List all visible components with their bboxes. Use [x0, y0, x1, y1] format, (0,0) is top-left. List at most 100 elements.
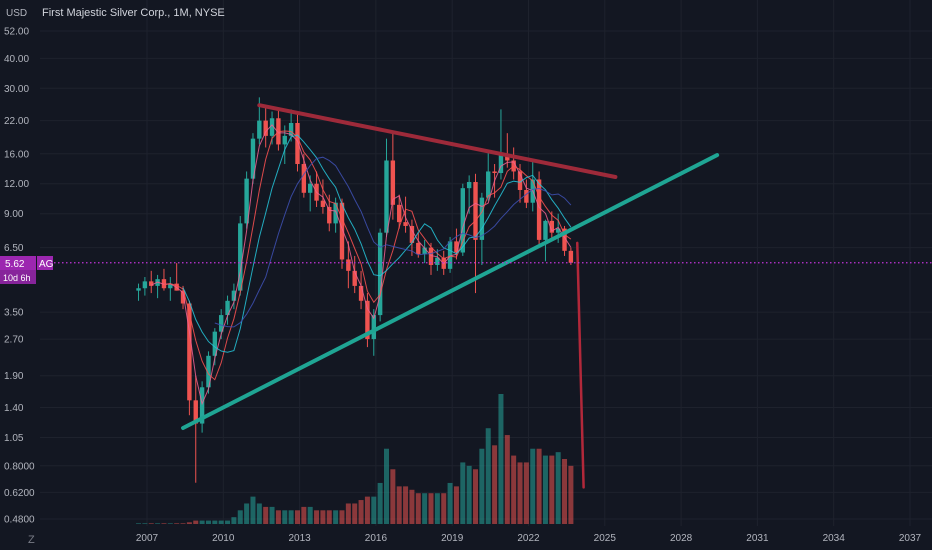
volume-bar [511, 455, 517, 524]
volume-bar [136, 523, 142, 524]
chart-title: First Majestic Silver Corp., 1M, NYSE [42, 7, 225, 19]
candle-body [562, 228, 567, 251]
volume-bar [167, 523, 173, 524]
volume-bar [180, 523, 186, 524]
moving-averages [150, 124, 572, 406]
volume-bar [282, 510, 288, 524]
volume-bar [301, 506, 307, 524]
candle-body [543, 220, 548, 240]
currency-label: USD [6, 8, 27, 19]
volume-bar [244, 503, 250, 524]
volume-bar [142, 523, 148, 524]
candle-body [218, 315, 224, 332]
volume-bar [161, 523, 167, 524]
volume-bar [256, 503, 262, 524]
ticker-badge: AG [37, 256, 54, 270]
projected-drop-trendline [575, 241, 585, 489]
candle-body [479, 197, 485, 240]
y-tick-label: 16.00 [4, 149, 29, 160]
volume-bar [434, 493, 440, 524]
volume-bar [453, 486, 459, 524]
moving-average-line [150, 124, 572, 406]
y-tick-label: 2.70 [4, 335, 24, 346]
y-tick-label: 3.50 [4, 308, 24, 319]
volume-bar [352, 503, 358, 524]
candle-body [244, 178, 249, 224]
volume-bar [498, 394, 504, 524]
candle-body [486, 171, 491, 198]
candle-body [206, 355, 211, 388]
candle-body [187, 303, 192, 401]
volume-bar [364, 496, 370, 524]
y-tick-label: 9.00 [4, 209, 24, 220]
y-tick-label: 6.50 [4, 243, 24, 254]
candle-body [555, 228, 561, 233]
candle-body [409, 225, 415, 243]
candlesticks[interactable] [136, 97, 574, 483]
candle-body [295, 122, 300, 165]
x-tick-label: 2034 [823, 533, 846, 544]
volume-bar [269, 506, 275, 524]
candle-body [492, 171, 497, 174]
candle-body [416, 242, 421, 255]
volume-bars [136, 394, 574, 524]
y-tick-label: 0.8000 [4, 461, 35, 472]
volume-bar [396, 486, 402, 524]
candle-body [339, 202, 345, 260]
volume-bar [218, 520, 224, 524]
candle-body [371, 315, 376, 340]
candle-body [358, 285, 364, 301]
x-tick-label: 2010 [212, 533, 235, 544]
volume-bar [225, 520, 231, 524]
candle-body [397, 204, 402, 223]
volume-bar [326, 510, 332, 524]
tradingview-logo-icon: Z [28, 534, 35, 546]
moving-average-line [163, 130, 572, 381]
candle-body [384, 160, 389, 233]
volume-bar [333, 510, 339, 524]
volume-bar [174, 523, 180, 524]
volume-bar [441, 493, 447, 524]
candle-body [454, 241, 459, 253]
candle-body [365, 300, 370, 340]
y-tick-label: 0.4800 [4, 515, 35, 526]
candle-body [212, 331, 218, 356]
x-tick-label: 2013 [288, 533, 311, 544]
candle-body [435, 257, 440, 265]
y-tick-label: 30.00 [4, 84, 29, 95]
trendlines[interactable] [181, 103, 720, 489]
resistance-trendline [257, 103, 618, 180]
volume-bar [199, 520, 205, 524]
candle-body [288, 122, 294, 136]
candle-body [263, 120, 268, 136]
x-tick-label: 2019 [441, 533, 464, 544]
volume-bar [377, 482, 383, 524]
candle-body [428, 247, 434, 265]
candle-body [447, 241, 453, 269]
y-axis[interactable]: 52.00 40.00 30.00 22.00 16.00 12.00 9.00 6.50 3.… [4, 27, 35, 526]
candle-body [517, 171, 523, 190]
volume-bar [186, 522, 192, 524]
x-tick-label: 2037 [899, 533, 922, 544]
candle-body [346, 259, 351, 271]
volume-bar [466, 465, 472, 524]
volume-bar [275, 510, 281, 524]
volume-bar [358, 500, 364, 524]
candle-body [282, 135, 287, 145]
candle-body [307, 183, 313, 193]
volume-bar [415, 493, 421, 524]
x-axis[interactable]: 2007 2010 2013 2016 2019 2022 2025 2028 2031 2034… [136, 533, 922, 544]
volume-bar [403, 486, 409, 524]
volume-bar [294, 510, 300, 524]
y-tick-label: 52.00 [4, 27, 29, 38]
candle-body [524, 189, 529, 203]
candle-body [161, 279, 167, 289]
candle-body [193, 400, 198, 424]
volume-bar [320, 510, 326, 524]
candle-body [422, 247, 427, 255]
volume-bar [549, 455, 555, 524]
volume-bar [492, 445, 498, 524]
candle-body [377, 232, 383, 316]
